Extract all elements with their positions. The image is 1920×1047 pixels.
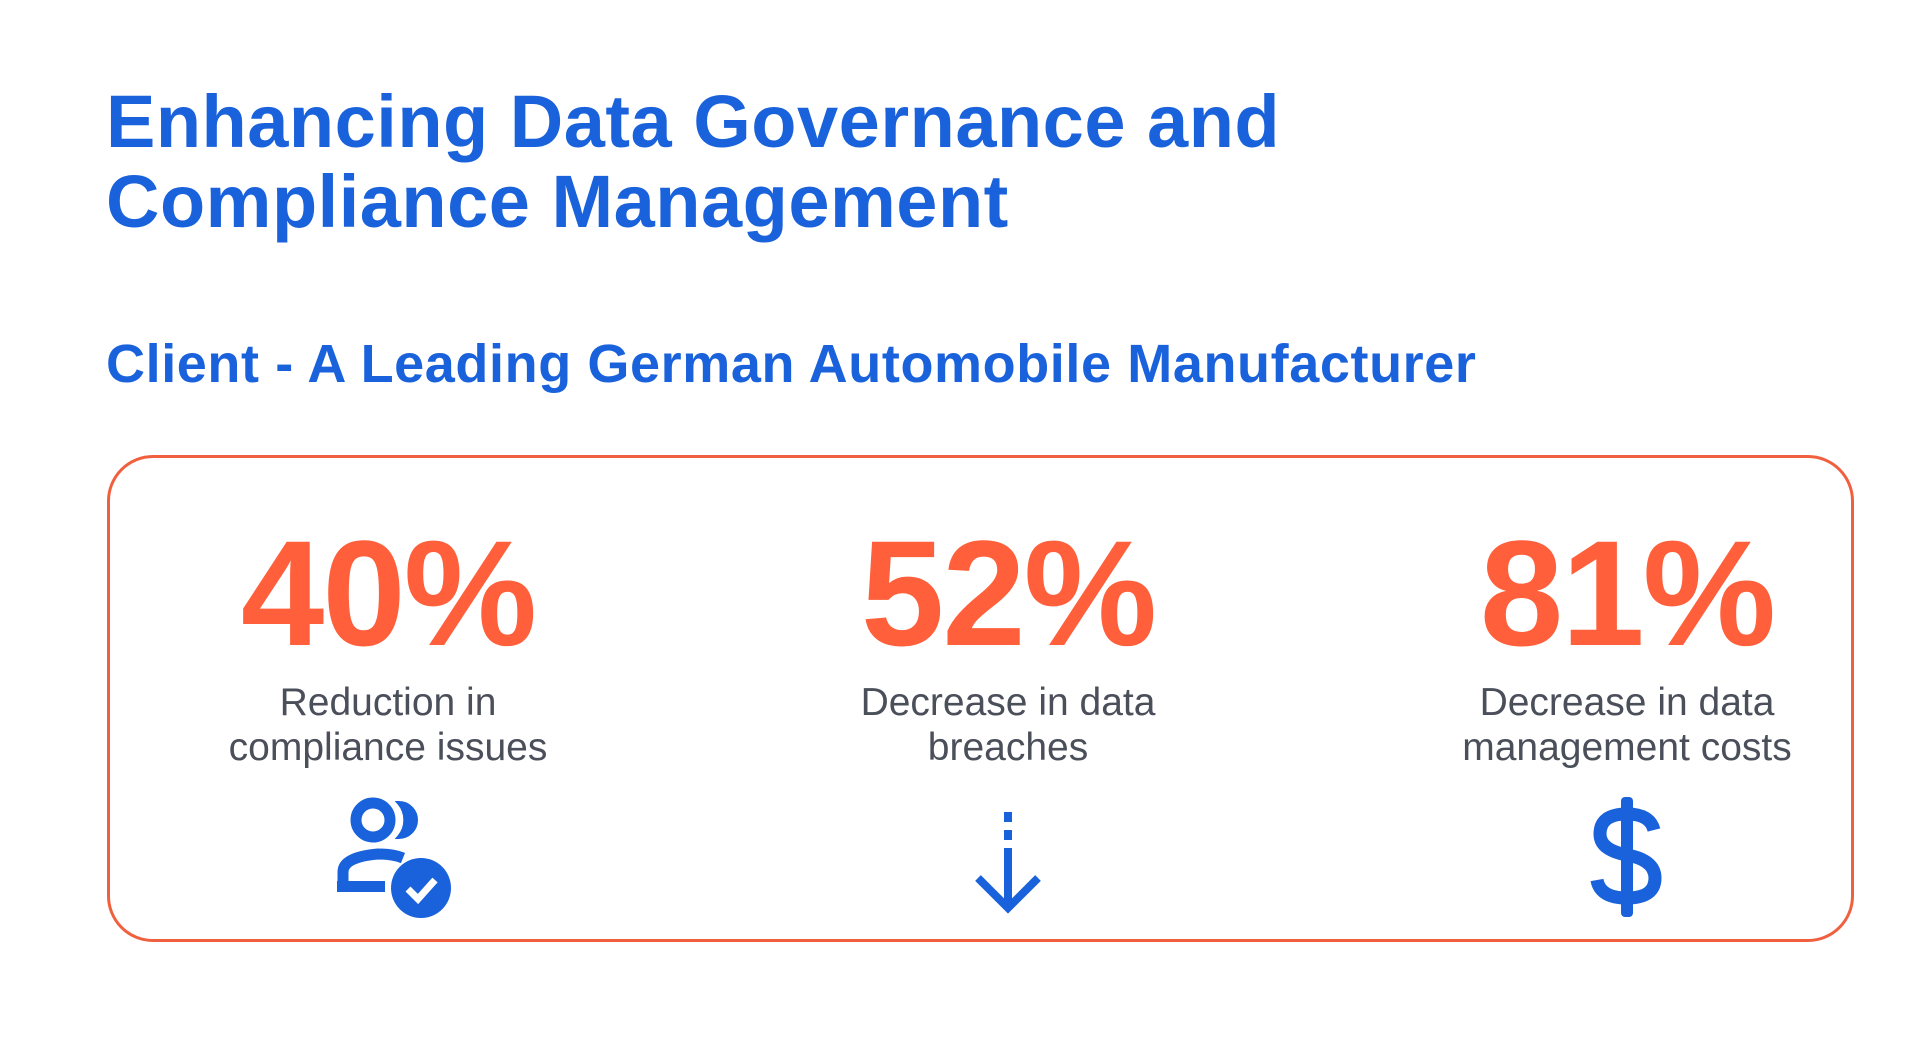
page-title: Enhancing Data Governance and Compliance… bbox=[106, 82, 1280, 242]
title-line-1: Enhancing Data Governance and bbox=[106, 80, 1281, 163]
stat-label-line: compliance issues bbox=[228, 726, 548, 769]
stat-label-line: Reduction in bbox=[279, 681, 497, 724]
stat-label-line: breaches bbox=[927, 726, 1089, 769]
stat-value: 81% bbox=[1479, 509, 1776, 677]
stat-label-line: Decrease in data bbox=[860, 681, 1156, 724]
stat-value: 40% bbox=[240, 509, 537, 677]
stat-label-line: management costs bbox=[1462, 726, 1792, 769]
stat-label: Decrease in data breaches bbox=[728, 680, 1288, 770]
stat-breaches: 52% Decrease in data breaches bbox=[728, 458, 1288, 922]
stat-label-line: Decrease in data bbox=[1479, 681, 1775, 724]
title-line-2: Compliance Management bbox=[106, 160, 1009, 243]
dollar-icon bbox=[1590, 797, 1662, 917]
arrow-down-icon bbox=[975, 812, 1041, 914]
stat-label: Reduction in compliance issues bbox=[108, 680, 668, 770]
users-check-icon bbox=[337, 797, 451, 918]
stats-card: 40% Reduction in compliance issues 52% D… bbox=[107, 455, 1854, 942]
stat-value: 52% bbox=[860, 509, 1157, 677]
stat-compliance: 40% Reduction in compliance issues bbox=[108, 458, 668, 922]
stat-label: Decrease in data management costs bbox=[1347, 680, 1907, 770]
stat-costs: 81% Decrease in data management costs bbox=[1347, 458, 1907, 922]
client-subtitle: Client - A Leading German Automobile Man… bbox=[106, 334, 1477, 394]
